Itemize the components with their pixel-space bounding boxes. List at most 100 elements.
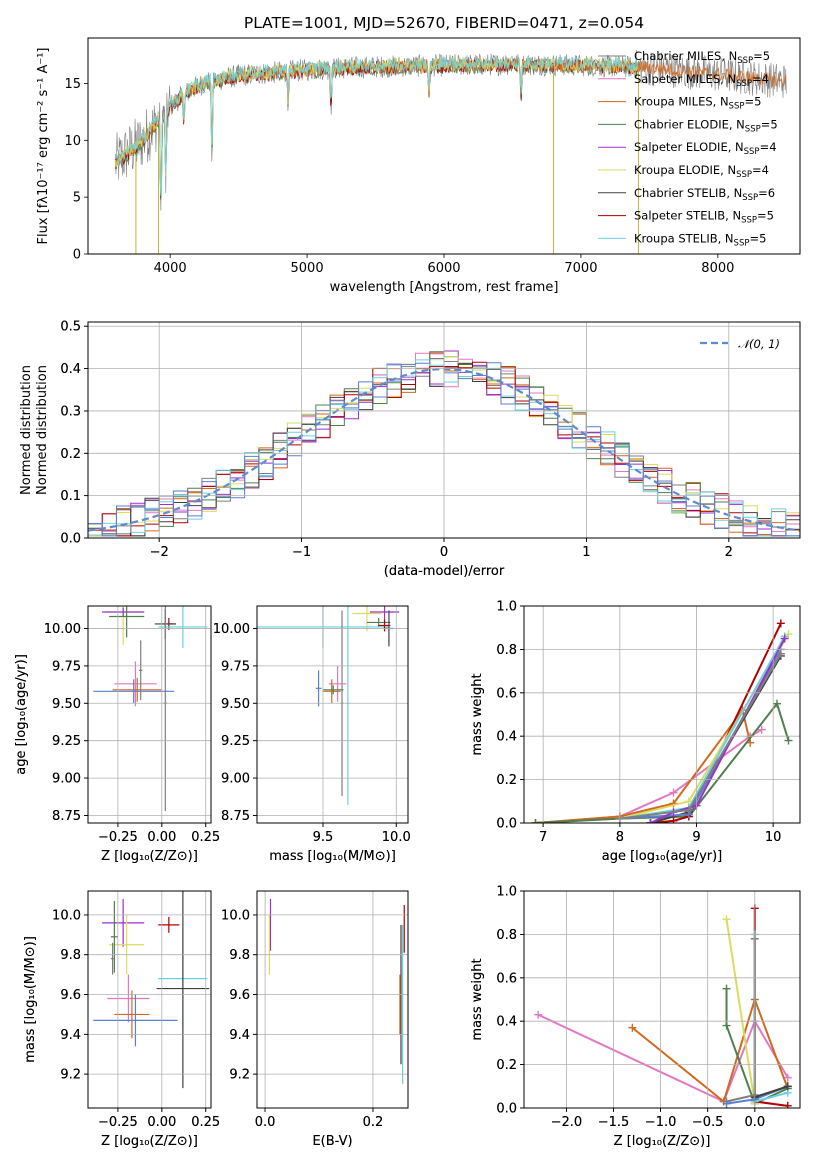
y-tick-label: 0.4 [496,1015,517,1030]
y-tick-label: 9.8 [60,948,81,963]
y-tick-label: 9.00 [52,772,81,787]
x-tick-label: 8000 [701,261,734,276]
legend-entry-sub: SSP [729,102,745,112]
weight_vs_Z-plot-area [534,904,792,1108]
y-tick-label: 9.25 [221,734,250,749]
x-tick-label: 9.5 [313,830,334,845]
weight_vs_age-panel: 7 8 9 10 0.0 0.2 0.4 0.6 0.8 1.0 age [log₁₀(age/yr… [470,600,801,864]
y-tick-label: 9.2 [229,1068,250,1083]
x-tick-label: 1 [582,545,590,560]
x-tick-label: −0.5 [692,1115,724,1130]
y-tick-label: 0.8 [496,643,517,658]
x-tick-label: 8 [616,830,624,845]
y-tick-label: 0.6 [496,971,517,986]
x-tick-label: 0 [440,545,448,560]
legend-entry: Chabrier STELIB, NSSP=6 [634,186,775,203]
x-tick-label: 0.25 [191,830,220,845]
x-tick-label: −2.0 [551,1115,583,1130]
series-marker [783,1082,792,1091]
legend-entry-label: Kroupa MILES, N [634,95,729,109]
x-tick-label: −0.5 [692,1115,724,1130]
x-tick-label: 0.25 [191,830,220,845]
y-tick-label: 10.00 [44,622,81,637]
x-tick-label: −2.0 [551,1115,583,1130]
series-marker [684,805,693,814]
y-tick-label: 8.75 [52,809,81,824]
x-axis-label: Z [log₁₀(Z/Z⊙)] [101,849,198,864]
age_vs_Z-frame [87,605,212,824]
y-tick-label: 8.75 [52,809,81,824]
x-axis-label: Z [log₁₀(Z/Z⊙)] [614,1134,711,1149]
legend-entry-label: Kroupa ELODIE, N [634,163,736,177]
x-tick-label: 6000 [427,261,460,276]
x-tick-label: −1 [292,545,311,560]
x-tick-label: −1.0 [645,1115,677,1130]
y-tick-label: 1.0 [496,600,517,615]
weight_vs_age-frame [523,605,801,824]
legend-entry-suffix: =6 [758,186,775,200]
x-tick-label: −0.25 [98,1115,138,1130]
series-marker [722,1021,731,1030]
legend-entry: 𝒩(0, 1) [738,337,780,351]
y-tick-label: 9.2 [60,1068,81,1083]
y-tick-label: 9.75 [221,659,250,674]
x-tick-label: −2 [150,545,169,560]
legend-entry: Salpeter STELIB, NSSP=5 [634,209,774,226]
legend-entry-label: Chabrier STELIB, N [634,186,742,200]
legend-entry: Salpeter ELODIE, NSSP=4 [634,140,777,157]
y-tick-label: 0.6 [496,686,517,701]
y-tick-label: 9.25 [221,734,250,749]
y-axis-label: mass weight [470,958,485,1040]
legend-entry-sub: SSP [741,216,757,226]
series-marker [722,984,731,993]
y-tick-label: 8.75 [221,809,250,824]
x-axis-label: (data-model)/error [384,564,505,579]
x-axis-label: wavelength [Angstrom, rest frame] [330,280,559,295]
weight_vs_age-frame [523,605,801,824]
model-spectrum-kroupa-miles [114,56,787,194]
series-line-salpeter-stelib [650,622,782,823]
y-axis-label: Normed distribution [35,365,50,495]
x-tick-label: −1.0 [645,1115,677,1130]
legend-entry-sub: SSP [745,124,761,134]
x-tick-label: −0.25 [98,830,138,845]
y-tick-label: 10 [64,134,81,149]
weight_vs_Z-panel: −2.0 −1.5 −1.0 −0.5 0.0 0.0 0.2 0.4 0.6 0.8 1.0 Z [… [470,885,801,1149]
y-tick-label: 9.4 [229,1028,250,1043]
y-tick-label: 0.2 [496,773,517,788]
model-spectrum-kroupa-elodie [114,56,639,197]
legend-entry: Kroupa ELODIE, NSSP=4 [634,163,769,180]
legend-entry-label: Chabrier MILES, N [634,49,737,63]
age_vs_Z-panel: −0.25 0.00 0.25 8.75 9.00 9.25 9.50 9.75 10.00 Z … [14,605,220,864]
x-axis-label: E(B-V) [312,1134,352,1149]
legend-entry-label: Salpeter STELIB, N [634,209,741,223]
series-marker [776,619,785,628]
y-axis-label: Flux [fλ10⁻¹⁷ erg cm⁻² s⁻¹ A⁻¹] [36,48,51,245]
x-tick-label: 9 [692,830,700,845]
series-line-chabrier-stelib [754,1085,789,1099]
y-tick-label: 0.2 [496,1058,517,1073]
weight_vs_Z-frame [523,890,801,1109]
y-tick-label: 9.00 [221,772,250,787]
mass_vs_EBV-frame [256,890,409,1109]
y-axis-label: mass weight [470,673,485,755]
legend-entry-sub: SSP [736,170,752,180]
y-tick-label: 0.4 [496,1015,517,1030]
y-tick-label: 9.25 [52,734,81,749]
legend-entry: Chabrier ELODIE, NSSP=5 [634,117,778,134]
y-tick-label: 1.0 [496,885,517,900]
x-tick-label: 0.2 [363,1115,384,1130]
x-tick-label: 7 [539,830,547,845]
y-tick-label: 0.6 [496,686,517,701]
y-tick-label: 10.0 [221,908,250,923]
y-tick-label: 0.4 [60,362,81,377]
x-tick-label: 2 [725,545,733,560]
y-axis-label: age [log₁₀(age/yr)] [14,654,29,775]
legend-entry-suffix: =5 [761,117,778,131]
model-spectrum-chabrier-elodie [114,58,639,200]
series-marker [776,649,785,658]
y-tick-label: 9.8 [60,948,81,963]
x-tick-label: 1 [582,545,590,560]
legend-entry-sub: SSP [736,79,752,89]
age_vs_mass-frame [256,605,409,824]
